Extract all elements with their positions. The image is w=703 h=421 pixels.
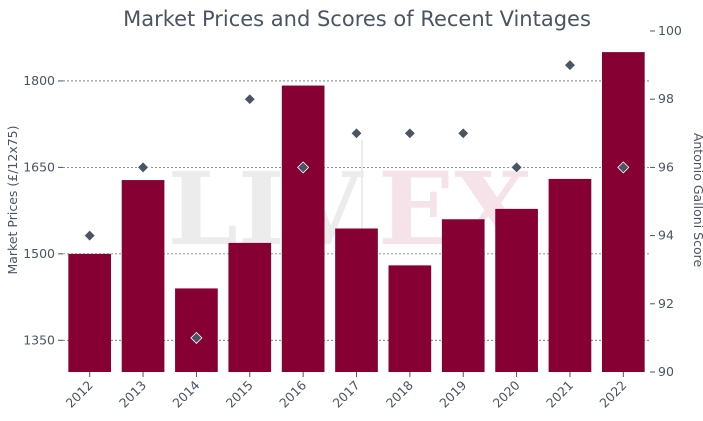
x-tick-label: 2017	[330, 378, 363, 411]
y-right-tick-label: 92	[658, 296, 674, 311]
bar-2019	[441, 219, 485, 372]
y-axis-left-label: Market Prices (£/12x75)	[5, 125, 20, 274]
score-point-2015	[243, 93, 256, 106]
y-left-tick-label: 1800	[23, 73, 55, 88]
bar-2020	[495, 208, 538, 372]
watermark: LIV EX	[168, 140, 532, 268]
score-point-2014	[190, 331, 203, 344]
y-right-tick-label: 100	[658, 23, 682, 38]
score-point-2016	[297, 161, 310, 174]
score-point-2018	[403, 127, 416, 140]
y-right-tick-label: 90	[658, 364, 674, 379]
x-tick-label: 2018	[383, 377, 416, 410]
x-tick-label: 2022	[596, 378, 629, 411]
score-point-2021	[563, 59, 577, 72]
score-point-2017	[350, 127, 363, 140]
bar-2015	[228, 242, 272, 372]
x-tick-label: 2020	[490, 377, 523, 410]
y-axis-right-label: Antonio Galloni Score	[691, 133, 703, 268]
bar-2013	[121, 180, 165, 372]
y-left-tick-label: 1500	[23, 246, 55, 261]
score-point-2013	[136, 161, 150, 174]
bar-2018	[388, 265, 432, 372]
x-tick-label: 2019	[436, 377, 469, 410]
score-point-2020	[510, 161, 523, 174]
y-right-tick-label: 98	[658, 91, 674, 106]
bar-2014	[175, 288, 218, 372]
bar-2022	[601, 52, 645, 372]
chart-title: Market Prices and Scores of Recent Vinta…	[123, 7, 591, 31]
score-point-2012	[83, 229, 96, 242]
bar-series	[68, 52, 645, 372]
x-tick-label: 2014	[169, 377, 202, 410]
y-left-tick-label: 1350	[23, 332, 55, 347]
x-tick-label: 2016	[276, 377, 309, 410]
x-tick-label: 2012	[63, 378, 96, 411]
bar-2016	[281, 85, 325, 372]
y-right-tick-label: 96	[658, 159, 674, 174]
bar-2017	[335, 228, 378, 372]
bar-2021	[548, 178, 592, 372]
x-tick-label: 2013	[116, 378, 149, 411]
x-tick-label: 2015	[223, 378, 256, 411]
score-series	[83, 59, 630, 344]
score-point-2019	[457, 127, 470, 140]
y-left-tick-label: 1650	[23, 159, 55, 174]
bar-2012	[68, 253, 112, 372]
score-point-2022	[617, 161, 630, 174]
y-right-tick-label: 94	[658, 228, 674, 243]
x-tick-label: 2021	[543, 378, 576, 411]
